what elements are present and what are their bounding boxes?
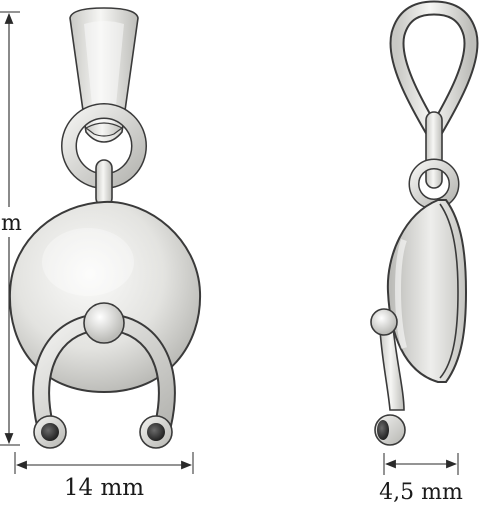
thickness-label: 4,5 mm [379, 480, 463, 505]
left-end-stone [33, 415, 67, 449]
width-dimension: 14 mm [14, 452, 194, 501]
side-hook [370, 308, 406, 446]
connector-link [95, 159, 113, 207]
thickness-dimension: 4,5 mm [379, 453, 463, 505]
side-link [425, 111, 443, 189]
side-view: 4,5 mm [370, 0, 479, 505]
side-disc [386, 199, 468, 383]
height-dimension: m [0, 11, 22, 446]
front-view: m [0, 7, 202, 501]
side-bail [389, 0, 479, 149]
width-label: 14 mm [64, 475, 144, 501]
right-end-stone [139, 415, 173, 449]
center-ball [83, 302, 125, 344]
height-label: m [1, 211, 22, 236]
